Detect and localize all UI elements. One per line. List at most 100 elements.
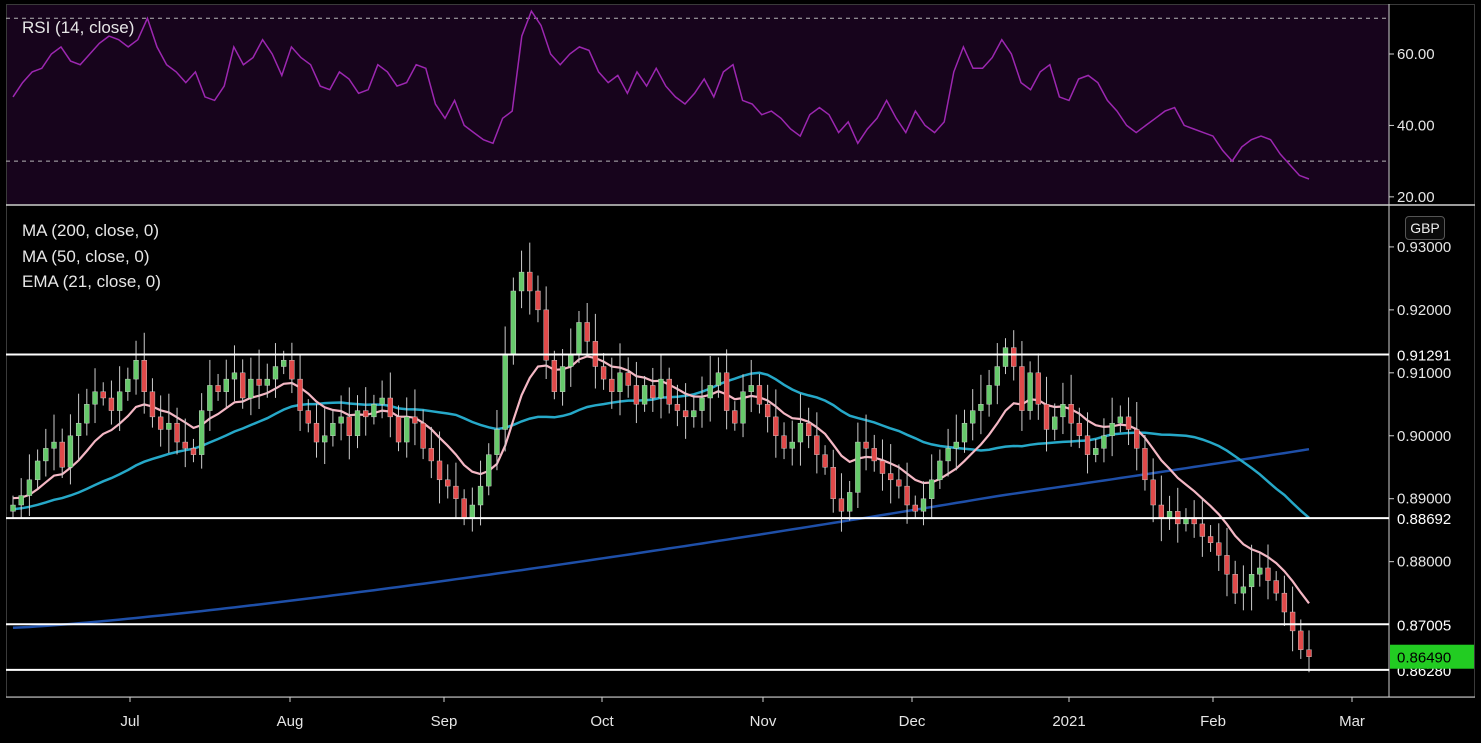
candle-body <box>543 309 549 361</box>
candle-body <box>609 378 615 392</box>
candle <box>92 368 98 424</box>
candle-body <box>814 435 820 455</box>
candle <box>600 353 607 390</box>
candle <box>1125 397 1132 446</box>
candle <box>1306 630 1312 673</box>
price-tick-label: 0.92000 <box>1397 302 1451 319</box>
candle-body <box>420 422 426 449</box>
candle-body <box>797 422 804 443</box>
candle <box>1027 361 1033 420</box>
candle <box>633 361 640 424</box>
rsi-panel-background <box>6 4 1389 204</box>
candle <box>133 340 139 395</box>
candle-body <box>1076 422 1082 436</box>
candle-body <box>773 416 779 436</box>
candle <box>1150 458 1156 523</box>
candle-body <box>641 385 648 405</box>
candle <box>26 454 33 516</box>
candle-body <box>871 448 877 462</box>
candle-body <box>43 448 49 462</box>
candle-body <box>494 429 500 455</box>
candle-body <box>240 372 246 399</box>
candle <box>108 380 115 425</box>
level-label: 0.91291 <box>1397 347 1451 364</box>
candle <box>863 414 869 471</box>
candle-body <box>888 473 894 481</box>
candle-body <box>978 404 984 411</box>
candle <box>264 363 270 398</box>
last-price-label: 0.86490 <box>1397 650 1451 667</box>
candle-body <box>404 416 410 443</box>
level-label: 0.87005 <box>1397 617 1451 634</box>
candle <box>477 460 484 526</box>
candle <box>846 480 853 521</box>
candle <box>1289 586 1296 652</box>
candle-body <box>1281 592 1288 613</box>
candle <box>814 412 820 474</box>
candle-body <box>1084 435 1091 455</box>
candle <box>346 387 352 460</box>
candle <box>707 355 713 422</box>
candle-body <box>715 372 722 386</box>
candle <box>986 369 992 417</box>
candle <box>1052 403 1058 441</box>
candle-body <box>674 404 681 411</box>
candle-body <box>445 479 451 487</box>
candle <box>116 366 123 431</box>
candle-body <box>576 322 582 355</box>
candle <box>1019 341 1025 431</box>
candle <box>822 445 828 475</box>
candle <box>838 473 845 532</box>
candle <box>674 384 681 427</box>
time-tick-label: Oct <box>590 713 614 730</box>
candle-body <box>633 385 640 405</box>
candle-body <box>682 410 689 418</box>
candle-body <box>207 385 213 411</box>
currency-badge[interactable]: GBP <box>1405 216 1445 240</box>
candle-body <box>1052 416 1058 430</box>
candle-body <box>896 479 902 487</box>
candle <box>756 373 763 414</box>
candle-body <box>699 397 705 411</box>
candle-body <box>1101 435 1107 449</box>
legend-ma50: MA (50, close, 0) <box>22 246 150 266</box>
candle-body <box>1109 422 1115 436</box>
candle-body <box>732 410 738 424</box>
candle-body <box>740 391 746 424</box>
candle-body <box>756 385 763 405</box>
candle-body <box>1043 404 1050 430</box>
candle-body <box>510 290 517 355</box>
candle-body <box>248 378 254 399</box>
candle <box>1043 376 1050 452</box>
candle <box>207 359 213 431</box>
candle <box>929 454 935 520</box>
candle <box>609 357 615 409</box>
candle <box>1109 397 1115 457</box>
candle-body <box>18 495 24 506</box>
candle <box>1035 353 1041 420</box>
candle <box>297 353 303 431</box>
candle-body <box>625 372 631 386</box>
candle-body <box>1216 542 1222 556</box>
candle <box>182 418 188 468</box>
candle <box>658 353 664 419</box>
candle <box>387 372 393 438</box>
candle-body <box>198 410 205 455</box>
rsi-tick-label: 40.00 <box>1397 117 1435 134</box>
candle-body <box>346 416 352 436</box>
candle-body <box>723 372 730 411</box>
candle-body <box>822 454 828 468</box>
candle <box>1281 575 1288 626</box>
candle <box>420 409 426 460</box>
candle <box>543 286 549 379</box>
candle-body <box>764 404 771 418</box>
candle-body <box>1117 416 1124 424</box>
candle <box>650 367 656 412</box>
candle <box>1248 544 1255 611</box>
candle-body <box>100 391 106 399</box>
candle-body <box>846 492 853 512</box>
candle-body <box>1027 372 1033 411</box>
candle-body <box>584 322 590 342</box>
candle <box>494 410 500 471</box>
